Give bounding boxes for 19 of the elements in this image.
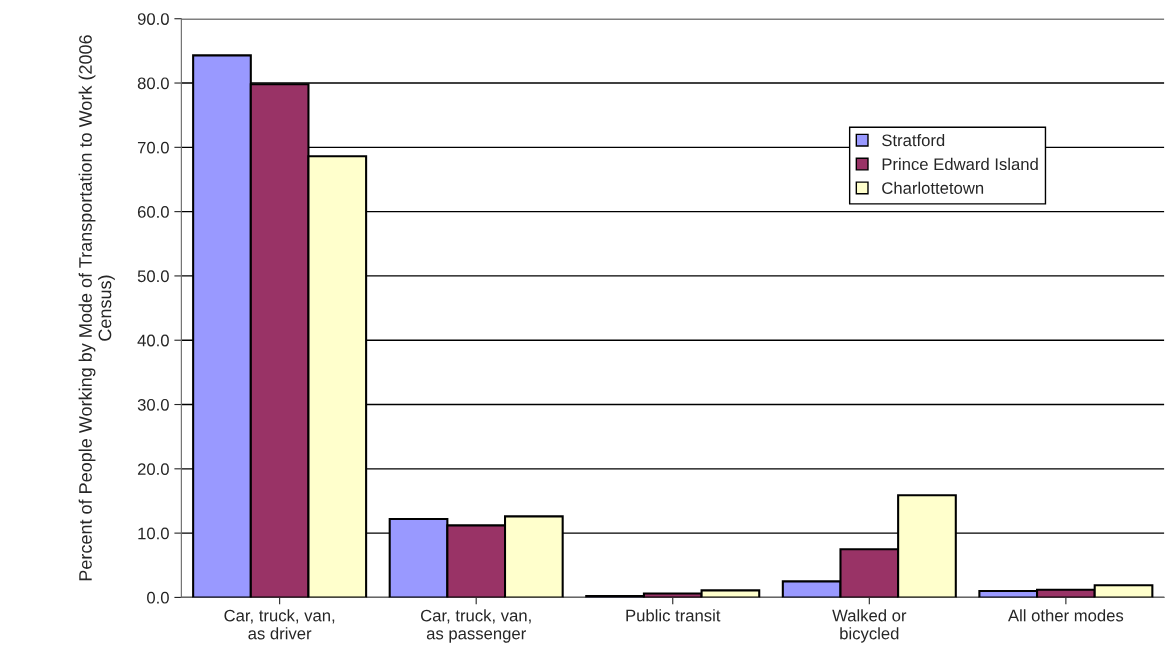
- y-tick-label: 90.0: [137, 13, 169, 25]
- x-tick-label: Walked or bicycled: [832, 609, 907, 643]
- y-tick-label: 50.0: [137, 270, 169, 283]
- x-tick-label: Public transit: [626, 609, 721, 622]
- x-tick-label: Car, truck, van, as passenger: [421, 609, 531, 643]
- legend-label: Charlottetown: [882, 181, 984, 194]
- y-tick-label: 30.0: [137, 398, 169, 411]
- y-tick-label: 10.0: [138, 527, 169, 540]
- y-axis-title: Percent of People Working by Mode of Transportation to Work (2006 Census): [78, 35, 115, 581]
- y-tick-label: 40.0: [137, 334, 169, 347]
- legend-label: Prince Edward Island: [882, 157, 1038, 171]
- y-tick-label: 60.0: [137, 206, 169, 218]
- y-tick-label: 0.0: [147, 591, 169, 604]
- y-tick-label: 20.0: [137, 463, 169, 476]
- y-tick-label: 70.0: [137, 141, 169, 154]
- legend-label: Stratford: [882, 133, 945, 147]
- x-tick-label: Car, truck, van, as driver: [224, 609, 335, 640]
- x-tick-label: All other modes: [1008, 609, 1124, 622]
- y-tick-label: 80.0: [137, 77, 169, 90]
